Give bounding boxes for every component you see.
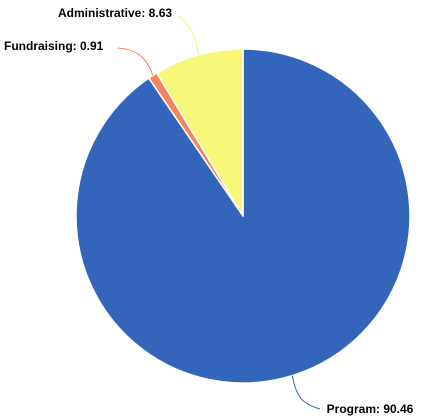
pie-slices [75, 48, 411, 384]
data-label-program: Program: 90.46 [327, 402, 414, 416]
leader-line-program [291, 375, 321, 410]
data-label-administrative: Administrative: 8.63 [58, 6, 172, 20]
pie-slice-administrative[interactable] [156, 48, 244, 217]
leader-line-fundraising [117, 47, 154, 76]
data-labels: Program: 90.46 Fundraising: 0.91 Administr… [4, 6, 414, 416]
label-leader-lines [117, 15, 321, 410]
leader-line-administrative [177, 15, 199, 56]
data-label-fundraising: Fundraising: 0.91 [4, 39, 104, 53]
